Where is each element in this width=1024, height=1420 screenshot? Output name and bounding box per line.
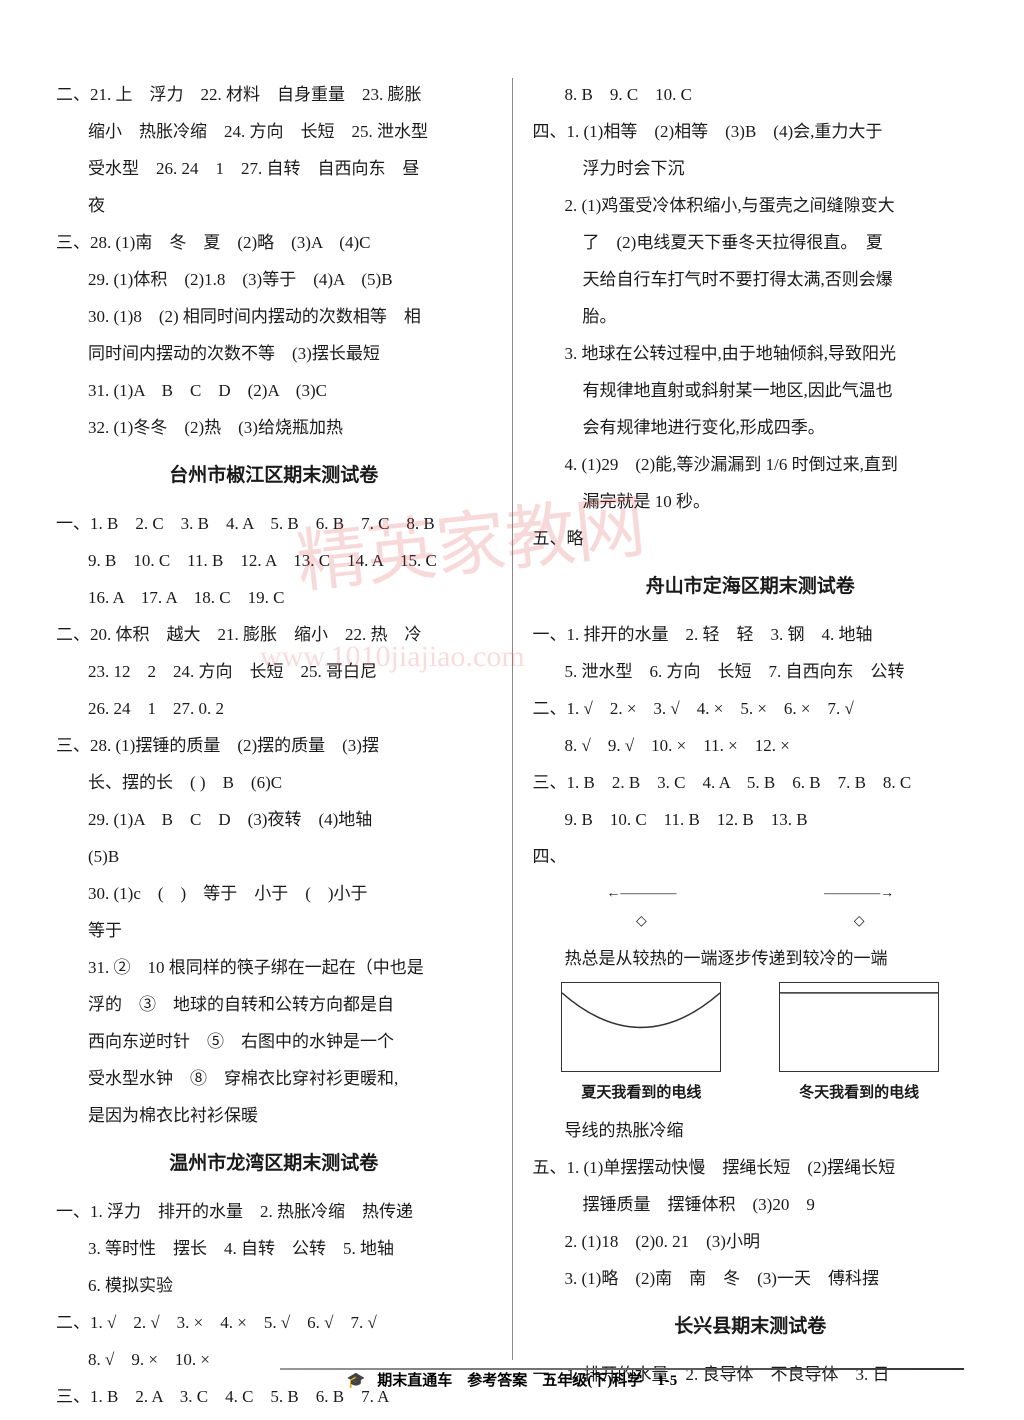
text-line: 8. √ 9. √ 10. × 11. × 12. × <box>533 729 969 763</box>
right-column: 8. B 9. C 10. C四、1. (1)相等 (2)相等 (3)B (4)… <box>512 78 969 1360</box>
wire-diagram <box>533 982 969 1072</box>
wire-winter <box>779 982 939 1072</box>
text-line: 四、 <box>533 840 969 874</box>
text-line: 天给自行车打气时不要打得太满,否则会爆 <box>533 263 969 297</box>
arrow-left: ←———— ◇ <box>606 880 676 936</box>
text-line: 8. B 9. C 10. C <box>533 78 969 112</box>
text-line: 受水型 26. 24 1 27. 自转 自西向东 昼 <box>56 152 492 186</box>
text-line: 有规律地直射或斜射某一地区,因此气温也 <box>533 374 969 408</box>
text-line: 29. (1)体积 (2)1.8 (3)等于 (4)A (5)B <box>56 263 492 297</box>
text-line: 一、1. 浮力 排开的水量 2. 热胀冷缩 热传递 <box>56 1195 492 1229</box>
arrow-right: ————→ ◇ <box>824 880 894 936</box>
page-container: 二、21. 上 浮力 22. 材料 自身重量 23. 膨胀缩小 热胀冷缩 24.… <box>0 0 1024 1420</box>
text-line: 30. (1)8 (2) 相同时间内摆动的次数相等 相 <box>56 300 492 334</box>
section-title-wenzhou: 温州市龙湾区期末测试卷 <box>56 1145 492 1183</box>
text-line: 受水型水钟 ⑧ 穿棉衣比穿衬衫更暖和, <box>56 1062 492 1096</box>
text-line: 32. (1)冬冬 (2)热 (3)给烧瓶加热 <box>56 411 492 445</box>
wire-summer-label: 夏天我看到的电线 <box>581 1078 701 1108</box>
text-line: 会有规律地进行变化,形成四季。 <box>533 411 969 445</box>
footer-text: 期末直通车 参考答案 五年级(下)科学 1-5 <box>377 1373 677 1389</box>
text-line: 3. 地球在公转过程中,由于地轴倾斜,导致阳光 <box>533 337 969 371</box>
text-line: 夜 <box>56 189 492 223</box>
text-line: 是因为棉衣比衬衫保暖 <box>56 1099 492 1133</box>
text-line: 29. (1)A B C D (3)夜转 (4)地轴 <box>56 803 492 837</box>
wire-summer <box>561 982 721 1072</box>
text-line: 五、略 <box>533 522 969 556</box>
text-line: 26. 24 1 27. 0. 2 <box>56 692 492 726</box>
text-line: 二、21. 上 浮力 22. 材料 自身重量 23. 膨胀 <box>56 78 492 112</box>
text-line: 30. (1)c ( ) 等于 小于 ( )小于 <box>56 877 492 911</box>
text-line: 一、1. B 2. C 3. B 4. A 5. B 6. B 7. C 8. … <box>56 507 492 541</box>
heat-text: 热总是从较热的一端逐步传递到较冷的一端 <box>533 942 969 976</box>
text-line: 16. A 17. A 18. C 19. C <box>56 581 492 615</box>
text-line: 3. 等时性 摆长 4. 自转 公转 5. 地轴 <box>56 1232 492 1266</box>
arrow-diagram: ←———— ◇ ————→ ◇ <box>533 880 969 936</box>
text-line: 四、1. (1)相等 (2)相等 (3)B (4)会,重力大于 <box>533 115 969 149</box>
wire-labels: 夏天我看到的电线 冬天我看到的电线 <box>533 1078 969 1108</box>
text-line: 西向东逆时针 ⑤ 右图中的水钟是一个 <box>56 1025 492 1059</box>
text-line: 摆锤质量 摆锤体积 (3)20 9 <box>533 1188 969 1222</box>
left-column: 二、21. 上 浮力 22. 材料 自身重量 23. 膨胀缩小 热胀冷缩 24.… <box>56 78 512 1360</box>
text-line: 9. B 10. C 11. B 12. B 13. B <box>533 803 969 837</box>
footer: 🎓 期末直通车 参考答案 五年级(下)科学 1-5 <box>0 1369 1024 1390</box>
text-line: 6. 模拟实验 <box>56 1269 492 1303</box>
wire-caption: 导线的热胀冷缩 <box>533 1114 969 1148</box>
text-line: 二、20. 体积 越大 21. 膨胀 缩小 22. 热 冷 <box>56 618 492 652</box>
text-line: 4. (1)29 (2)能,等沙漏漏到 1/6 时倒过来,直到 <box>533 448 969 482</box>
text-line: 5. 泄水型 6. 方向 长短 7. 自西向东 公转 <box>533 655 969 689</box>
text-line: 浮的 ③ 地球的自转和公转方向都是自 <box>56 988 492 1022</box>
text-line: 3. (1)略 (2)南 南 冬 (3)一天 傅科摆 <box>533 1262 969 1296</box>
text-line: 缩小 热胀冷缩 24. 方向 长短 25. 泄水型 <box>56 115 492 149</box>
text-line: 等于 <box>56 914 492 948</box>
text-line: 长、摆的长 ( ) B (6)C <box>56 766 492 800</box>
text-line: (5)B <box>56 840 492 874</box>
text-line: 一、1. 排开的水量 2. 轻 轻 3. 钢 4. 地轴 <box>533 618 969 652</box>
text-line: 31. (1)A B C D (2)A (3)C <box>56 374 492 408</box>
text-line: 同时间内摆动的次数不等 (3)摆长最短 <box>56 337 492 371</box>
text-line: 了 (2)电线夏天下垂冬天拉得很直。 夏 <box>533 226 969 260</box>
section-title-zhoushan: 舟山市定海区期末测试卷 <box>533 568 969 606</box>
text-line: 二、1. √ 2. × 3. √ 4. × 5. × 6. × 7. √ <box>533 692 969 726</box>
text-line: 三、28. (1)南 冬 夏 (2)略 (3)A (4)C <box>56 226 492 260</box>
wire-winter-label: 冬天我看到的电线 <box>799 1078 919 1108</box>
text-line: 31. ② 10 根同样的筷子绑在一起在（中也是 <box>56 951 492 985</box>
text-line: 漏完就是 10 秒。 <box>533 485 969 519</box>
graduation-cap-icon: 🎓 <box>347 1371 366 1390</box>
section-title-taizhou: 台州市椒江区期末测试卷 <box>56 457 492 495</box>
section-title-changxing: 长兴县期末测试卷 <box>533 1308 969 1346</box>
text-line: 五、1. (1)单摆摆动快慢 摆绳长短 (2)摆绳长短 <box>533 1151 969 1185</box>
text-line: 2. (1)鸡蛋受冷体积缩小,与蛋壳之间缝隙变大 <box>533 189 969 223</box>
text-line: 9. B 10. C 11. B 12. A 13. C 14. A 15. C <box>56 544 492 578</box>
text-line: 23. 12 2 24. 方向 长短 25. 哥白尼 <box>56 655 492 689</box>
text-line: 三、28. (1)摆锤的质量 (2)摆的质量 (3)摆 <box>56 729 492 763</box>
text-line: 胎。 <box>533 300 969 334</box>
text-line: 浮力时会下沉 <box>533 152 969 186</box>
text-line: 二、1. √ 2. √ 3. × 4. × 5. √ 6. √ 7. √ <box>56 1306 492 1340</box>
text-line: 三、1. B 2. B 3. C 4. A 5. B 6. B 7. B 8. … <box>533 766 969 800</box>
text-line: 2. (1)18 (2)0. 21 (3)小明 <box>533 1225 969 1259</box>
